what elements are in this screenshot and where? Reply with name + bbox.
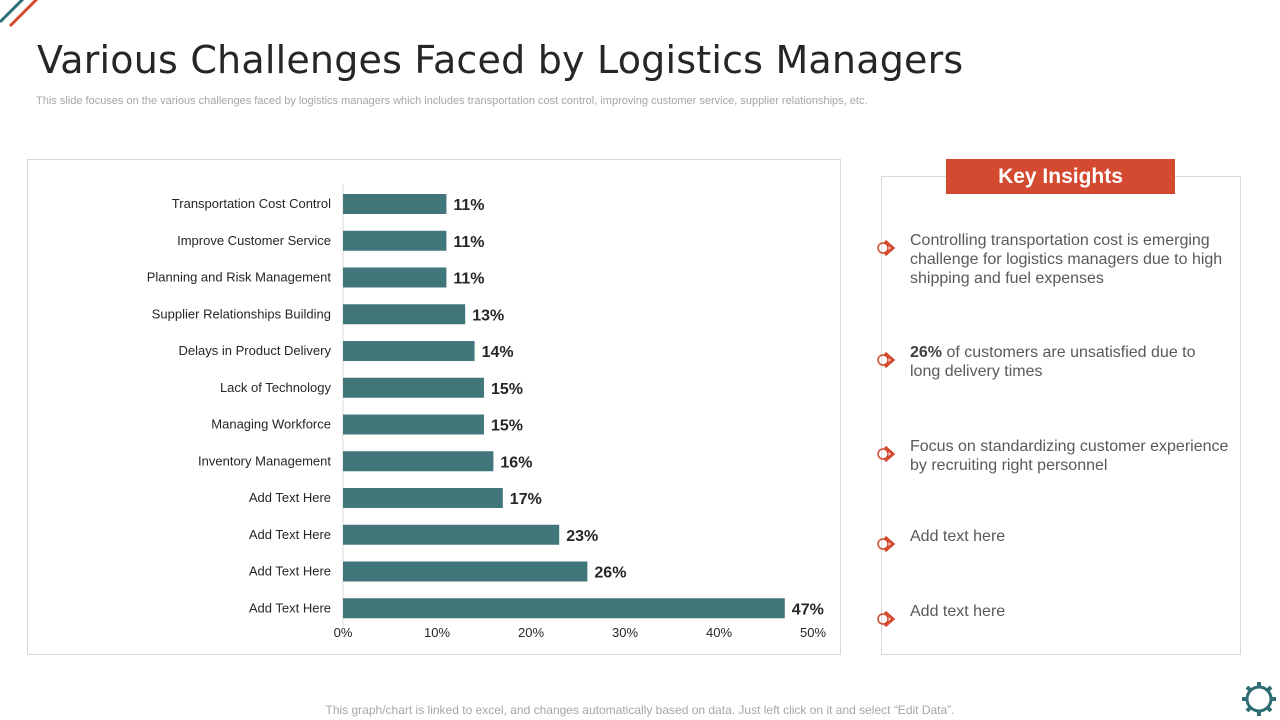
chevron-right-icon [877,445,896,463]
x-tick-label: 40% [706,625,732,640]
chevron-right-icon [877,239,896,257]
page-subtitle: This slide focuses on the various challe… [36,95,868,107]
bar[interactable] [343,267,447,288]
bar-chart[interactable]: Transportation Cost Control 11% Improve Cu… [28,160,842,656]
bar[interactable] [343,561,588,582]
bar[interactable] [343,194,447,214]
insight-text: Controlling transportation cost is emerg… [910,232,1223,287]
bar[interactable] [343,230,447,251]
value-label: 47% [792,601,824,618]
value-label: 11% [453,234,484,251]
bar[interactable] [343,304,466,325]
gear-icon [1242,682,1276,716]
footer-note: This graph/chart is linked to excel, and… [325,703,955,717]
value-label: 15% [491,381,523,398]
value-label: 14% [482,344,514,361]
value-label: 26% [594,565,626,582]
value-label: 15% [491,418,523,435]
insight-text: Add text here [910,528,1006,545]
category-label: Delays in Product Delivery [179,343,332,358]
category-label: Managing Workforce [211,417,331,432]
x-tick-label: 50% [800,625,826,640]
value-label: 17% [510,491,542,508]
insight-text: 26% of customers are unsatisfied due to … [910,344,1196,380]
bar[interactable] [343,598,785,619]
chevron-right-icon [877,535,896,553]
bar[interactable] [343,341,475,361]
chevron-right-icon [877,351,896,369]
insights-header: Key Insights [946,159,1175,194]
page-title: Various Challenges Faced by Logistics Ma… [37,38,964,82]
x-tick-label: 0% [334,625,353,640]
bar[interactable] [343,377,484,398]
value-label: 16% [500,454,532,471]
value-label: 23% [566,528,598,545]
insight-text: Focus on standardizing customer experien… [910,438,1229,474]
category-label: Improve Customer Service [177,233,331,248]
x-tick-label: 10% [424,625,450,640]
category-label: Add Text Here [249,527,331,542]
category-label: Inventory Management [198,453,331,468]
category-label: Add Text Here [249,564,331,579]
bar[interactable] [343,524,560,545]
value-label: 11% [453,197,484,214]
category-label: Add Text Here [249,600,331,615]
category-label: Add Text Here [249,490,331,505]
chevron-right-icon [877,610,896,628]
value-label: 11% [453,271,484,288]
x-tick-label: 20% [518,625,544,640]
bar-chart-container[interactable]: Transportation Cost Control 11% Improve Cu… [27,159,841,655]
x-tick-label: 30% [612,625,638,640]
insight-bold: 26% [910,344,943,361]
corner-decoration [0,0,39,28]
bar[interactable] [343,451,494,472]
category-label: Lack of Technology [220,380,332,395]
category-label: Planning and Risk Management [147,270,332,285]
category-label: Transportation Cost Control [172,196,331,211]
category-label: Supplier Relationships Building [152,306,331,321]
bar[interactable] [343,488,503,508]
value-label: 13% [472,307,504,324]
bar[interactable] [343,414,484,435]
insight-text: Add text here [910,603,1006,620]
